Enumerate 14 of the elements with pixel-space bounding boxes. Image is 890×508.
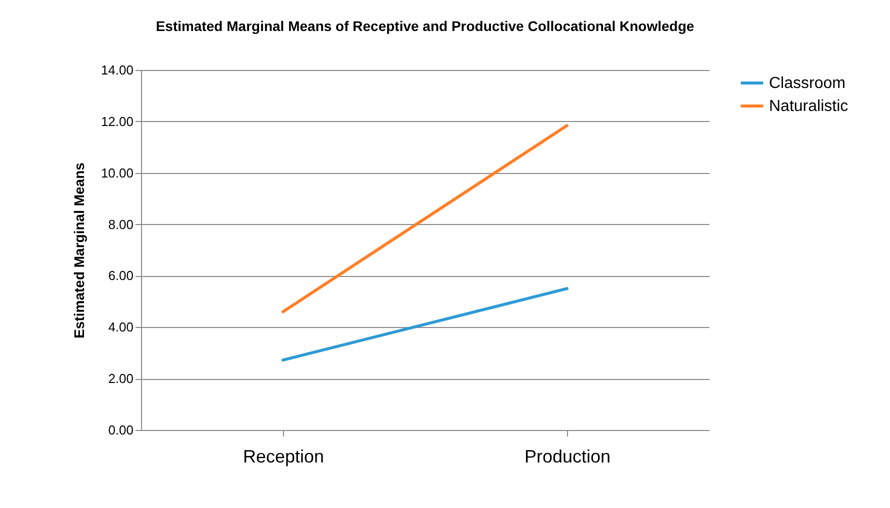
y-axis-title: Estimated Marginal Means: [70, 162, 87, 338]
x-tick-label: Reception: [242, 446, 324, 466]
y-tick-label: 0.00: [108, 422, 134, 438]
y-tick-label: 2.00: [108, 371, 134, 386]
y-tick-label: 8.00: [108, 216, 134, 232]
chart-title: Estimated Marginal Means of Receptive and Productive Collocational Knowledge: [156, 18, 694, 34]
x-tick-label: Production: [524, 446, 611, 466]
y-tick-label: 6.00: [108, 268, 134, 284]
y-tick-label: 4.00: [108, 320, 134, 335]
legend-label: Classroom: [769, 75, 846, 92]
legend-label: Naturalistic: [769, 98, 848, 115]
y-tick-label: 14.00: [100, 62, 134, 78]
y-tick-label: 10.00: [100, 165, 134, 180]
y-tick-label: 12.00: [100, 114, 134, 129]
